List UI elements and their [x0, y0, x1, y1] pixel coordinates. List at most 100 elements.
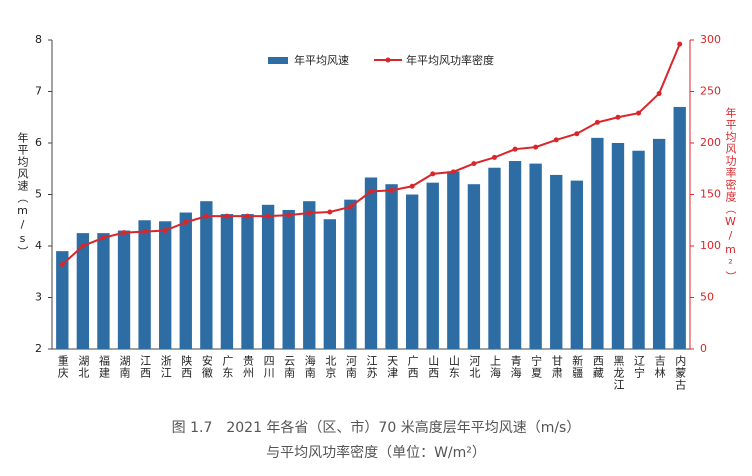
- y2-tick-label: 50: [700, 291, 714, 304]
- y-tick-label: 2: [35, 342, 42, 355]
- point: [450, 169, 456, 175]
- bar: [159, 221, 172, 349]
- bar: [488, 167, 501, 349]
- point: [636, 110, 642, 116]
- bar: [529, 163, 542, 349]
- y2-tick-label: 0: [700, 342, 707, 355]
- legend-swatch: [385, 57, 391, 63]
- legend-swatch: [268, 57, 288, 64]
- x-tick-label: 湖北: [77, 355, 90, 379]
- y2-tick-label: 100: [700, 239, 721, 252]
- x-tick-label: 天津: [386, 355, 399, 379]
- point: [245, 213, 251, 219]
- point: [203, 213, 209, 219]
- x-tick-label: 新疆: [571, 354, 584, 379]
- point: [59, 262, 65, 268]
- point: [512, 146, 518, 152]
- legend-label: 年平均风功率密度: [406, 53, 494, 67]
- bar: [591, 137, 604, 349]
- bar: [56, 251, 69, 349]
- point: [409, 183, 415, 189]
- bar: [344, 199, 357, 349]
- legend-label: 年平均风速: [294, 53, 349, 67]
- point: [533, 144, 539, 150]
- bar: [550, 174, 563, 349]
- x-tick-label: 浙江: [159, 355, 172, 379]
- point: [142, 229, 148, 235]
- point: [80, 243, 86, 249]
- x-tick-label: 甘肃: [550, 355, 563, 379]
- x-tick-label: 辽宁: [633, 355, 646, 379]
- x-tick-label: 河北: [468, 355, 481, 379]
- point: [491, 154, 497, 160]
- y-tick-label: 7: [35, 85, 42, 98]
- x-tick-label: 广西: [406, 355, 419, 379]
- y-tick-label: 8: [35, 33, 42, 46]
- bar: [97, 233, 110, 349]
- bar: [282, 209, 295, 349]
- x-tick-label: 青海: [509, 355, 522, 379]
- point: [430, 171, 436, 177]
- x-tick-label: 吉林: [653, 355, 666, 379]
- x-tick-label: 内蒙古: [674, 354, 687, 391]
- x-tick-label: 陕西: [180, 354, 193, 379]
- x-tick-label: 福建: [97, 354, 110, 379]
- bar: [611, 143, 625, 349]
- bar: [385, 184, 398, 349]
- bar: [303, 201, 316, 349]
- y-axis-label: 年平均风速（m/s）: [16, 131, 29, 258]
- y2-axis-label: 年平均风功率密度（W/m²）: [724, 106, 737, 283]
- bar: [652, 138, 666, 349]
- bar: [261, 204, 275, 349]
- bar: [220, 214, 234, 349]
- x-tick-label: 云南: [283, 355, 296, 379]
- point: [368, 188, 374, 194]
- x-tick-label: 湖南: [118, 355, 131, 379]
- x-tick-label: 宁夏: [530, 354, 543, 379]
- y2-tick-label: 200: [700, 136, 721, 149]
- bar: [570, 180, 583, 349]
- x-tick-label: 四川: [262, 355, 275, 379]
- bar: [76, 233, 90, 349]
- point: [574, 131, 580, 137]
- x-tick-label: 山西: [427, 355, 440, 379]
- bar: [673, 106, 686, 349]
- point: [471, 161, 477, 167]
- bar: [364, 177, 378, 349]
- bar: [447, 171, 460, 349]
- bar: [117, 230, 131, 349]
- point: [389, 187, 395, 193]
- point: [594, 119, 600, 125]
- x-tick-label: 西藏: [591, 355, 604, 379]
- bar: [241, 214, 254, 349]
- caption: 与平均风功率密度（单位：W/m²）: [266, 444, 486, 461]
- point: [265, 213, 271, 219]
- bar: [200, 201, 213, 349]
- x-tick-label: 重庆: [56, 354, 69, 379]
- point: [656, 91, 662, 97]
- x-tick-label: 江苏: [365, 355, 378, 379]
- point: [306, 210, 312, 216]
- point: [121, 230, 127, 236]
- bar: [467, 184, 481, 349]
- y2-tick-label: 150: [700, 188, 721, 201]
- point: [327, 209, 333, 215]
- y-tick-label: 6: [35, 136, 42, 149]
- x-tick-label: 广东: [221, 355, 234, 379]
- caption: 图 1.7 2021 年各省（区、市）70 米高度层年平均风速（m/s）: [172, 419, 581, 436]
- x-tick-label: 安徽: [200, 354, 213, 379]
- bar: [426, 182, 439, 349]
- point: [347, 204, 353, 210]
- x-tick-label: 河南: [344, 355, 357, 379]
- bar: [179, 212, 192, 349]
- point: [224, 213, 230, 219]
- point: [615, 114, 621, 120]
- x-tick-label: 黑龙江: [612, 355, 625, 391]
- x-tick-label: 上海: [488, 355, 501, 379]
- point: [100, 235, 106, 241]
- point: [162, 228, 168, 234]
- point: [286, 212, 292, 218]
- y-tick-label: 4: [35, 239, 42, 252]
- x-tick-label: 北京: [324, 355, 337, 379]
